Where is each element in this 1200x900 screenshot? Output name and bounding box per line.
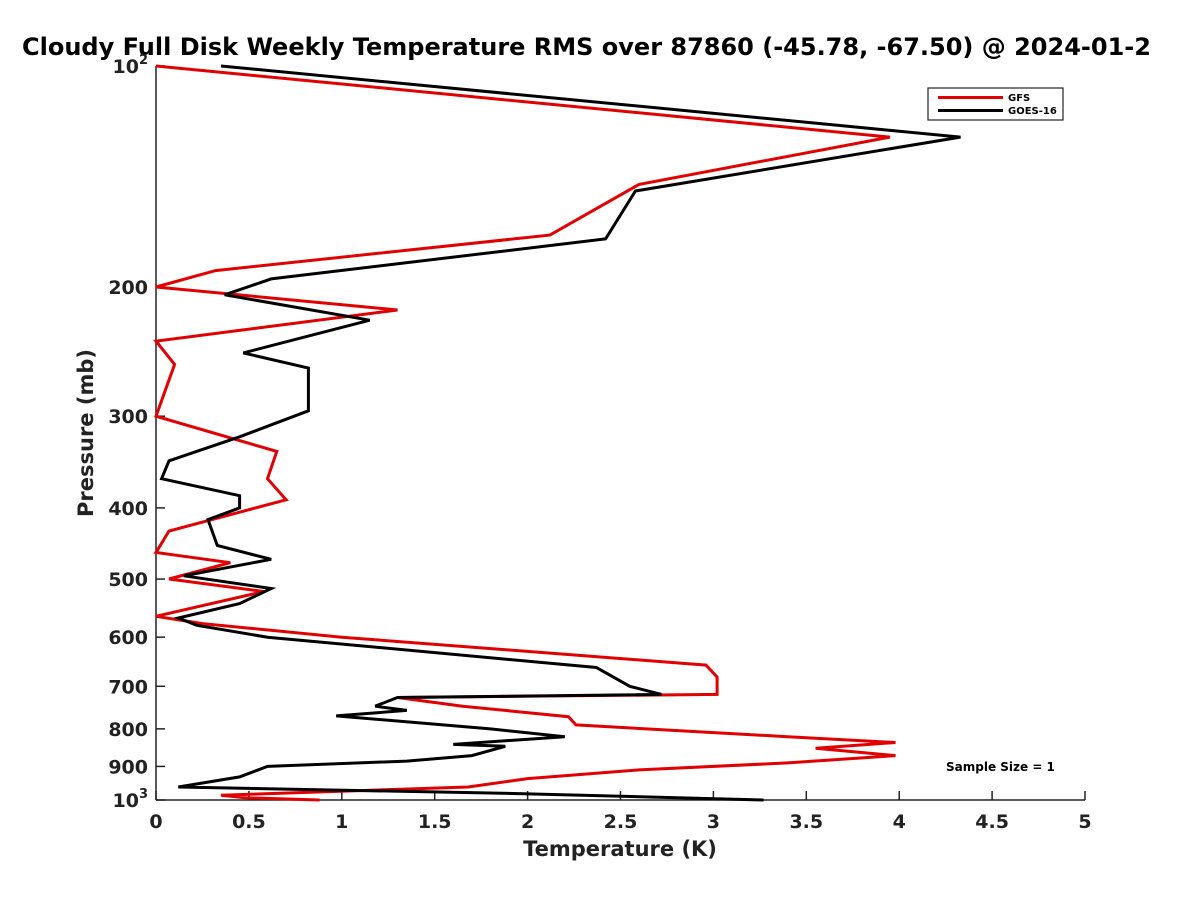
y-tick-label: 200 <box>108 277 148 299</box>
y-tick-label: 103 <box>113 787 149 812</box>
series-line-gfs <box>153 64 896 802</box>
y-tick-label: 700 <box>108 676 148 698</box>
y-axis-label: Pressure (mb) <box>74 349 98 517</box>
legend-box <box>927 87 1064 121</box>
x-axis-ticks: 0 0.5 1 1.5 2 2.5 3 3.5 4 4.5 5 <box>149 791 1092 833</box>
series-lines <box>153 64 961 802</box>
x-tick-label: 0 <box>149 811 162 833</box>
series-line-goes16 <box>159 64 961 802</box>
x-axis-label: Temperature (K) <box>523 837 717 861</box>
x-tick-label: 5 <box>1078 811 1091 833</box>
y-tick-label: 400 <box>108 498 148 520</box>
x-tick-label: 3 <box>707 811 720 833</box>
y-tick-label: 900 <box>108 756 148 778</box>
legend: GFS GOES-16 <box>927 87 1064 121</box>
x-tick-label: 3.5 <box>789 811 823 833</box>
x-tick-label: 4.5 <box>975 811 1009 833</box>
x-tick-label: 0.5 <box>232 811 266 833</box>
legend-label-goes16: GOES-16 <box>1008 106 1057 117</box>
plot-area <box>156 66 1085 800</box>
sample-size-annotation: Sample Size = 1 <box>946 760 1055 774</box>
y-tick-label: 600 <box>108 627 148 649</box>
y-tick-label: 500 <box>108 569 148 591</box>
legend-label-gfs: GFS <box>1008 93 1030 104</box>
x-tick-label: 4 <box>893 811 906 833</box>
y-tick-label: 300 <box>108 406 148 428</box>
chart-title: Cloudy Full Disk Weekly Temperature RMS … <box>22 33 1151 61</box>
y-tick-label: 800 <box>108 719 148 741</box>
x-tick-label: 1.5 <box>418 811 452 833</box>
x-tick-label: 2.5 <box>604 811 638 833</box>
y-axis-ticks: 102 200 300 400 500 600 700 800 900 103 <box>108 53 165 812</box>
x-tick-label: 1 <box>335 811 348 833</box>
y-tick-label: 102 <box>113 53 149 78</box>
x-tick-label: 2 <box>521 811 534 833</box>
